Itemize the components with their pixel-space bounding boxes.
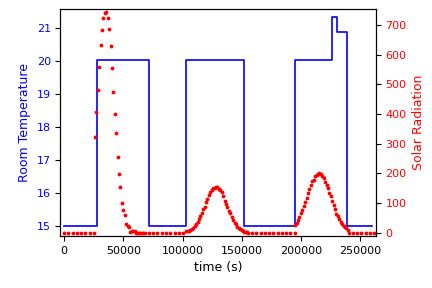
- Y-axis label: Solar Radiation: Solar Radiation: [412, 75, 425, 170]
- X-axis label: time (s): time (s): [194, 262, 242, 274]
- Y-axis label: Room Temperature: Room Temperature: [18, 63, 31, 182]
